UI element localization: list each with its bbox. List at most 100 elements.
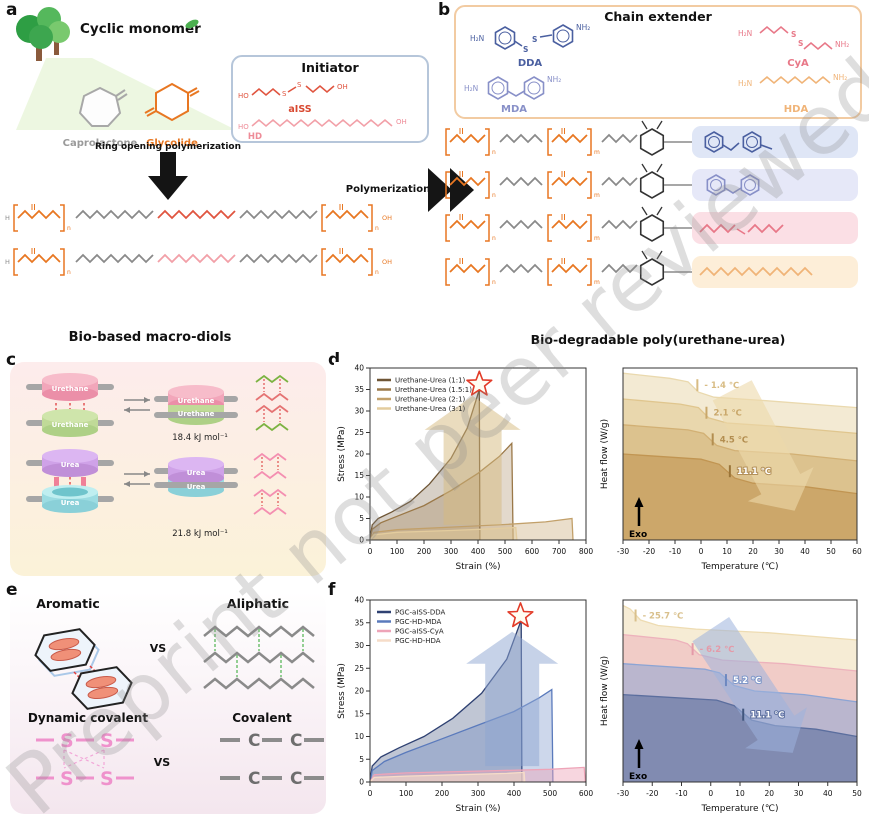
svg-text:10: 10: [722, 547, 732, 556]
svg-text:10: 10: [354, 732, 364, 741]
chart-f-stress-strain: 0 100 200 300 400 500 600 0 5 10 15 20 25 30 35 40 Strai…: [334, 594, 596, 816]
svg-text:0: 0: [359, 778, 364, 787]
svg-text:-20: -20: [643, 547, 655, 556]
svg-text:Exo: Exo: [629, 772, 647, 782]
svg-text:- 25.7 ℃: - 25.7 ℃: [643, 611, 684, 621]
panel-a-scheme: Cyclic monomer Caprolactone Glycolide In…: [5, 7, 430, 345]
c-atom: C: [290, 731, 302, 751]
urea-disc-label: Urea: [61, 461, 80, 469]
s-label: S: [297, 81, 302, 89]
svg-text:400: 400: [507, 789, 522, 798]
chart-svg: - 25.7 ℃ - 6.2 ℃ 5.2 ℃ 11.1 ℃ Exo-30 -20 -10 0 1…: [600, 599, 862, 814]
h2n-label: H₂N: [738, 79, 752, 88]
polymerization-arrow: [428, 168, 474, 212]
svg-text:600: 600: [525, 547, 540, 556]
caprolactone-label: Caprolactone: [63, 138, 138, 149]
svg-text:n: n: [67, 225, 71, 232]
s-label: S: [791, 30, 796, 39]
urea-disc-label: Urea: [187, 483, 206, 491]
hda-structure: [759, 75, 831, 85]
aromatic-title: Aromatic: [36, 596, 100, 611]
s-label: S: [798, 39, 803, 48]
mda-label: MDA: [501, 104, 527, 115]
svg-text:300: 300: [444, 547, 459, 556]
svg-text:20: 20: [354, 450, 364, 459]
panel-c-scheme: Urethane Urethane Urethane Urethane 18.4…: [10, 362, 326, 576]
h2n-label: H₂N: [464, 84, 478, 93]
svg-text:PGC-aISS-CyA: PGC-aISS-CyA: [395, 628, 444, 636]
trees-icon: [16, 7, 70, 61]
macro-diols-label: Bio-based macro-diols: [69, 330, 232, 345]
svg-text:400: 400: [471, 547, 486, 556]
chain-extender-title: Chain extender: [604, 9, 712, 24]
mda-structure: [487, 76, 545, 100]
svg-text:40: 40: [354, 596, 364, 605]
svg-text:OH: OH: [382, 214, 392, 222]
svg-text:4.5 ℃: 4.5 ℃: [720, 435, 748, 445]
svg-text:30: 30: [794, 789, 804, 798]
s-atom: S: [60, 768, 74, 790]
svg-text:40: 40: [823, 789, 833, 798]
polymerization-label: Polymerization: [346, 184, 430, 195]
svg-text:Urethane-Urea (1.5:1): Urethane-Urea (1.5:1): [395, 386, 472, 394]
svg-text:30: 30: [774, 547, 784, 556]
svg-text:800: 800: [579, 547, 594, 556]
svg-text:11.1 ℃: 11.1 ℃: [750, 711, 784, 721]
panel-b-letter: b: [438, 0, 451, 20]
chart-f-dsc: - 25.7 ℃ - 6.2 ℃ 5.2 ℃ 11.1 ℃ Exo -30 -20 -10 0 1…: [597, 594, 865, 816]
svg-text:20: 20: [748, 547, 758, 556]
aliphatic-title: Aliphatic: [227, 596, 289, 611]
initiator-box: Initiator HO S S OH aISS HO OH HD: [231, 55, 429, 143]
chart-svg: 0 100 200 300 400 500 600 700 800 0 5 10 15 20 25 30 35 4…: [337, 364, 594, 572]
nh2-label: NH₂: [835, 40, 849, 49]
ho-label: HO: [238, 92, 249, 100]
urea-energy: 21.8 kJ mol⁻¹: [172, 529, 228, 539]
urethane-disc-label: Urethane: [178, 410, 215, 418]
urethane-hbond-structure: [255, 374, 289, 432]
ring-opening-label: Ring opening polymerization: [95, 142, 241, 152]
svg-text:PGC-HD-MDA: PGC-HD-MDA: [395, 618, 442, 626]
svg-text:n: n: [492, 279, 496, 286]
svg-text:Heat flow (W/g): Heat flow (W/g): [600, 656, 610, 726]
svg-text:35: 35: [354, 385, 364, 394]
initiator-title: Initiator: [301, 60, 359, 75]
svg-text:n: n: [67, 269, 71, 276]
panel-a-letter: a: [6, 0, 18, 20]
ho-label: HO: [238, 123, 249, 131]
s-label: S: [523, 45, 528, 54]
chart-d-stress-strain: 0 100 200 300 400 500 600 700 800 0 5 10 15 20 25 30 35 4…: [334, 362, 596, 574]
nh2-label: NH₂: [576, 23, 590, 32]
svg-text:0: 0: [708, 789, 713, 798]
svg-text:Stress (MPa): Stress (MPa): [337, 663, 347, 719]
svg-text:0: 0: [699, 547, 704, 556]
svg-text:Temperature (℃): Temperature (℃): [700, 562, 778, 572]
urethane-disc-label: Urethane: [52, 421, 89, 429]
svg-text:5: 5: [359, 755, 364, 764]
svg-text:50: 50: [826, 547, 836, 556]
svg-text:m: m: [594, 192, 600, 199]
s-label: S: [532, 35, 537, 44]
svg-text:- 1.4 ℃: - 1.4 ℃: [704, 381, 739, 391]
ring-opening-arrow: [148, 152, 188, 200]
hd-label: HD: [248, 132, 262, 142]
covalent-title: Covalent: [232, 711, 292, 725]
panel-a-title: Cyclic monomer: [80, 21, 201, 37]
covalent-bonds-diagram: C C C C: [220, 731, 324, 789]
urea-hbond-structure: [253, 452, 287, 516]
urea-disc-label: Urea: [187, 469, 206, 477]
svg-text:-10: -10: [669, 547, 681, 556]
dda-label: DDA: [518, 58, 543, 69]
hda-label: HDA: [784, 104, 809, 115]
svg-text:15: 15: [354, 709, 364, 718]
svg-text:- 6.2 ℃: - 6.2 ℃: [700, 645, 735, 655]
chain-extender-box: Chain extender H₂N S S NH₂ DDA H₂N S S N…: [454, 5, 862, 119]
aromatic-stacking-diagram: [34, 628, 133, 710]
svg-text:n: n: [492, 192, 496, 199]
cya-label: CyA: [787, 58, 809, 69]
caprolactone-structure: [78, 86, 128, 127]
svg-text:n: n: [492, 235, 496, 242]
vs-label: VS: [154, 756, 171, 769]
svg-text:Urethane-Urea (3:1): Urethane-Urea (3:1): [395, 405, 466, 413]
cya-structure: [759, 25, 833, 51]
